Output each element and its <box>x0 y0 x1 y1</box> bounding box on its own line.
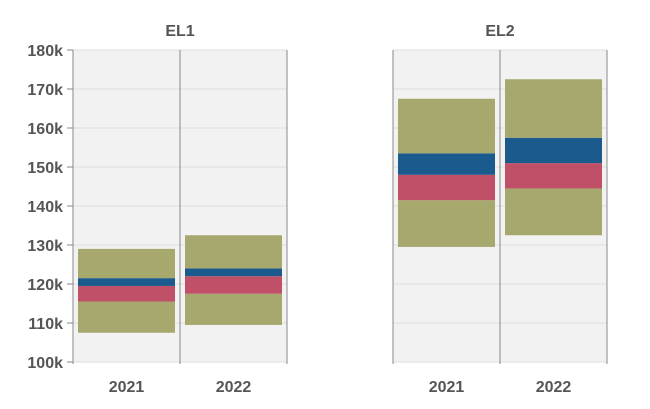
y-tick-label: 120k <box>27 277 63 294</box>
bar-el2-2022-upper-mid <box>505 137 602 164</box>
y-tick-label: 170k <box>27 82 63 99</box>
y-tick-label: 130k <box>27 238 63 255</box>
bar-el1-2021-lower-mid <box>78 285 175 302</box>
category-labels: 2021 2022 2021 2022 <box>109 379 572 396</box>
y-tick-label: 110k <box>28 316 63 333</box>
bar-el2-2022-lower-mid <box>505 163 602 189</box>
bar-el1-2021-lower <box>78 301 175 333</box>
bar-el1-2021-upper-mid <box>78 278 175 286</box>
bar-el1-2022-upper <box>185 235 282 269</box>
bar-el2-2022-lower <box>505 188 602 236</box>
y-axis: 100k 110k 120k 130k 140k 150k 160k 170k 180k <box>27 43 74 372</box>
bar-el2-2021-lower <box>398 200 495 247</box>
y-tick-label: 100k <box>27 355 63 372</box>
group-labels: EL1 EL2 <box>165 23 514 40</box>
bar-el2-2022-upper <box>505 79 602 138</box>
range-bars <box>78 79 602 333</box>
bar-el2-2021-upper-mid <box>398 153 495 175</box>
x-category-label: 2022 <box>216 379 252 396</box>
group-label-el1: EL1 <box>165 23 194 40</box>
y-tick-label: 140k <box>27 199 63 216</box>
group-label-el2: EL2 <box>485 23 514 40</box>
y-tick-label: 150k <box>27 160 63 177</box>
bar-el1-2021-upper <box>78 248 175 279</box>
x-category-label: 2021 <box>109 379 145 396</box>
x-category-label: 2021 <box>429 379 465 396</box>
y-tick-label: 180k <box>27 43 63 60</box>
bar-el2-2021-upper <box>398 98 495 154</box>
bar-el2-2021-lower-mid <box>398 174 495 201</box>
bar-el1-2022-lower-mid <box>185 276 282 294</box>
y-tick-label: 160k <box>27 121 63 138</box>
bar-el1-2022-lower <box>185 293 282 325</box>
bar-el1-2022-upper-mid <box>185 268 282 277</box>
x-category-label: 2022 <box>536 379 572 396</box>
